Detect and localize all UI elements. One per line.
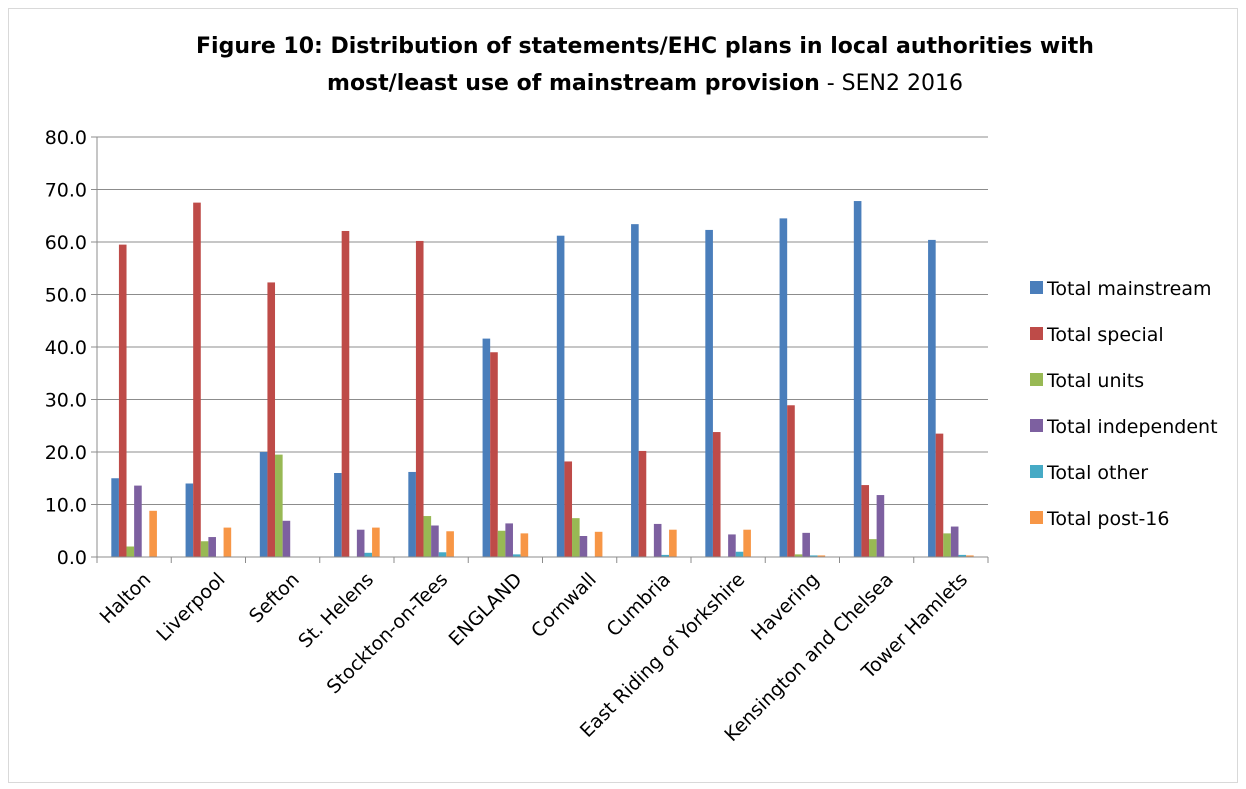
bar-total-units-0 [126,546,135,557]
legend-swatch [1030,327,1043,340]
y-tick-label: 30.0 [45,390,87,412]
x-tick-label: Sefton [245,569,304,628]
bar-total-mainstream-3 [334,473,342,557]
chart-title: Figure 10: Distribution of statements/EH… [0,28,1246,102]
bar-total-units-9 [794,554,803,557]
y-tick-label: 80.0 [45,127,87,149]
bar-total-units-5 [497,530,506,557]
bar-total-independent-2 [282,520,291,557]
bar-total-independent-7 [653,523,662,557]
bar-total-special-10 [861,485,870,557]
legend-label: Total units [1046,370,1144,392]
chart-title-line1: Figure 10: Distribution of statements/EH… [196,34,1094,59]
bar-total-units-11 [943,533,951,557]
y-tick-label: 10.0 [45,495,87,517]
bar-total-independent-1 [208,537,216,557]
bar-total-post-16-1 [223,527,232,557]
legend-label: Total mainstream [1046,278,1211,300]
bar-total-mainstream-4 [408,471,416,557]
bar-total-units-4 [423,516,432,557]
bar-total-special-0 [118,244,127,557]
bar-total-mainstream-5 [482,338,491,557]
y-tick-label: 0.0 [57,547,87,569]
bar-total-independent-3 [356,529,365,557]
bar-total-independent-6 [579,536,588,557]
bar-total-mainstream-7 [631,224,639,557]
bar-total-units-2 [275,454,283,557]
x-tick-label: Havering [747,569,823,645]
y-tick-label: 60.0 [45,232,87,254]
bar-total-independent-10 [876,495,885,557]
bar-total-mainstream-10 [853,201,862,558]
legend-label: Total independent [1046,416,1218,438]
bar-total-post-16-0 [149,510,157,557]
bar-total-post-16-11 [966,555,974,557]
x-tick-label: Liverpool [152,569,229,646]
bar-total-units-1 [200,541,209,557]
x-tick-label: Cornwall [527,569,601,643]
bar-total-other-8 [735,551,744,557]
bar-total-post-16-8 [743,529,751,557]
bar-total-special-1 [193,202,201,557]
bar-total-special-9 [787,405,795,557]
bar-total-independent-4 [431,525,439,557]
bar-total-mainstream-9 [779,218,788,557]
bar-total-mainstream-2 [259,452,268,557]
bar-total-special-4 [415,240,424,557]
bar-total-special-3 [341,230,350,557]
bar-total-independent-8 [728,534,736,557]
chart-title-suffix: - SEN2 2016 [819,71,963,96]
bar-total-mainstream-1 [185,483,194,557]
bar-total-units-10 [869,539,877,557]
bar-total-post-16-3 [372,527,380,557]
bar-total-special-7 [638,450,647,557]
bar-total-other-7 [661,554,670,557]
x-tick-label: ENGLAND [445,569,527,651]
bar-total-independent-9 [802,532,810,557]
bar-total-independent-0 [134,485,142,557]
bar-total-mainstream-0 [111,478,119,557]
x-tick-label: Halton [96,569,156,629]
y-tick-label: 70.0 [45,180,87,202]
bar-total-post-16-7 [669,529,677,557]
legend-label: Total post-16 [1046,508,1169,530]
bar-total-independent-5 [505,523,513,557]
bar-total-post-16-6 [594,531,603,557]
bar-total-special-5 [490,352,498,557]
bar-total-mainstream-8 [705,229,713,558]
bar-total-special-8 [712,432,721,557]
bar-total-independent-11 [950,526,959,557]
bar-total-mainstream-6 [556,235,565,557]
bar-total-special-11 [935,433,944,557]
bar-total-mainstream-11 [928,239,936,557]
legend-label: Total special [1046,324,1164,346]
y-tick-label: 20.0 [45,442,87,464]
legend-swatch [1030,419,1043,432]
x-tick-label: Cumbria [602,569,675,642]
bar-total-other-4 [438,552,447,557]
y-tick-label: 40.0 [45,337,87,359]
legend-swatch [1030,373,1043,386]
chart-title-line2: most/least use of mainstream provision [327,71,820,96]
bar-total-post-16-4 [446,531,454,557]
legend-swatch [1030,511,1043,524]
legend-label: Total other [1046,462,1148,484]
legend-swatch [1030,281,1043,294]
y-tick-label: 50.0 [45,285,87,307]
bar-total-units-6 [572,518,580,557]
bar-total-special-6 [564,461,573,557]
bar-total-other-3 [364,552,373,557]
bar-total-other-5 [512,554,521,557]
bar-total-other-9 [809,555,818,557]
bar-total-other-11 [958,554,967,557]
bar-total-post-16-5 [520,533,529,557]
bar-total-post-16-9 [817,555,826,557]
bar-total-special-2 [267,282,276,557]
legend-swatch [1030,465,1043,478]
